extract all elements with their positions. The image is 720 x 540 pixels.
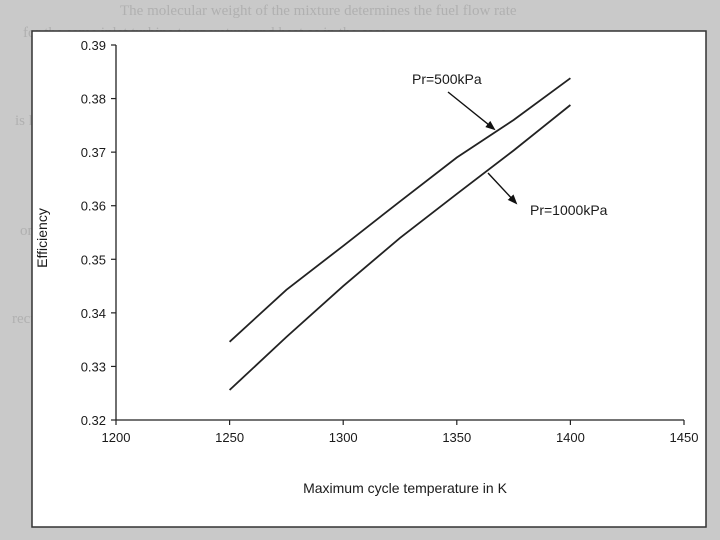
y-tick-label: 0.36	[81, 199, 106, 214]
y-tick-label: 0.38	[81, 92, 106, 107]
series-line-pr-1000kpa	[228, 104, 571, 391]
annotation-label: Pr=1000kPa	[530, 202, 608, 218]
annotation-label: Pr=500kPa	[412, 71, 482, 87]
annotation-arrow	[447, 91, 496, 131]
x-tick-label: 1400	[556, 430, 585, 445]
x-tick-label: 1350	[442, 430, 471, 445]
x-tick-label: 1200	[102, 430, 131, 445]
y-tick-label: 0.35	[81, 252, 106, 267]
y-tick-label: 0.39	[81, 38, 106, 53]
series-line-pr-500kpa	[228, 77, 571, 343]
x-tick-label: 1250	[215, 430, 244, 445]
x-tick-label: 1450	[670, 430, 699, 445]
x-tick-label: 1300	[329, 430, 358, 445]
annotation-arrow	[487, 172, 518, 205]
y-tick-label: 0.37	[81, 145, 106, 160]
y-axis-title: Efficiency	[34, 208, 50, 268]
y-tick-label: 0.34	[81, 306, 106, 321]
chart-frame	[31, 30, 707, 528]
y-tick-label: 0.33	[81, 359, 106, 374]
x-axis-title: Maximum cycle temperature in K	[303, 480, 508, 496]
y-tick-label: 0.32	[81, 413, 106, 428]
